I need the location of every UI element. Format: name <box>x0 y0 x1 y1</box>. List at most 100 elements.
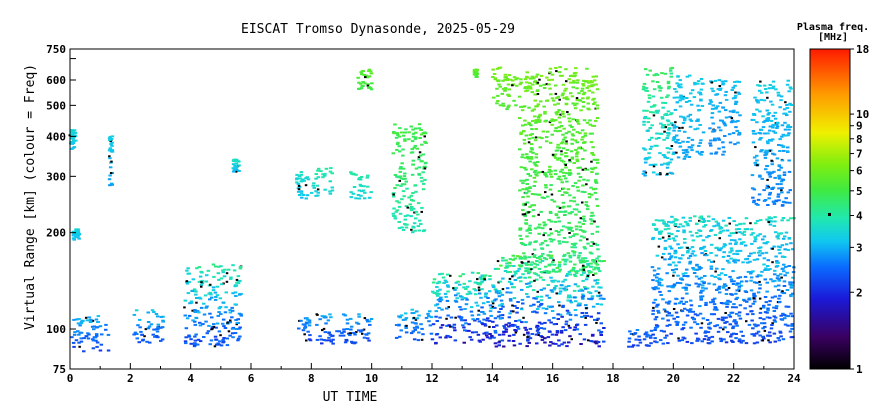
data-point <box>566 252 571 255</box>
data-point <box>760 252 765 255</box>
data-point <box>778 273 783 276</box>
data-point <box>219 334 222 337</box>
data-point <box>481 311 485 313</box>
data-point <box>770 324 774 326</box>
data-point <box>235 281 239 284</box>
data-point <box>201 323 205 326</box>
data-point <box>758 334 762 337</box>
data-point <box>582 220 587 222</box>
data-point <box>437 281 441 284</box>
data-point <box>521 196 525 199</box>
data-point <box>363 82 367 85</box>
data-point <box>742 222 746 225</box>
data-point <box>711 122 715 125</box>
data-point <box>642 120 646 123</box>
data-point <box>502 345 506 348</box>
data-point <box>575 99 579 102</box>
data-point <box>434 304 438 307</box>
data-point <box>458 295 463 298</box>
data-point <box>710 116 714 119</box>
data-point <box>744 342 749 345</box>
data-point <box>208 298 212 301</box>
data-point <box>689 146 693 149</box>
data-point <box>726 299 730 302</box>
data-point <box>688 230 693 233</box>
data-point <box>549 232 554 235</box>
data-point <box>776 91 780 94</box>
data-point <box>511 304 514 307</box>
data-point <box>331 342 335 345</box>
data-point <box>369 72 374 75</box>
data-point <box>771 130 776 133</box>
data-point <box>567 205 572 208</box>
data-point <box>233 158 237 161</box>
data-point <box>781 217 786 219</box>
data-point <box>542 327 547 330</box>
data-point <box>644 87 649 90</box>
data-point <box>787 132 791 135</box>
data-point <box>772 332 777 335</box>
data-point <box>525 345 529 348</box>
data-point <box>773 111 777 114</box>
data-point <box>550 333 555 336</box>
data-point <box>559 178 563 181</box>
data-point <box>508 264 512 267</box>
data-point <box>521 182 525 185</box>
data-point <box>154 313 159 315</box>
data-point <box>503 326 507 329</box>
data-point <box>653 163 658 166</box>
data-point <box>491 305 495 308</box>
data-point <box>307 324 312 327</box>
data-point <box>480 274 484 277</box>
data-point <box>728 141 733 144</box>
data-point <box>724 312 727 314</box>
data-point <box>586 96 590 99</box>
data-point <box>699 289 704 292</box>
data-point <box>594 340 599 343</box>
data-point <box>728 275 732 278</box>
data-point <box>666 94 670 97</box>
data-point <box>542 287 546 290</box>
data-point <box>676 156 681 159</box>
data-point <box>647 94 652 97</box>
data-point <box>367 68 372 71</box>
data-point <box>507 95 511 97</box>
data-point <box>642 82 647 85</box>
data-point <box>343 314 348 317</box>
data-point <box>443 279 448 282</box>
data-point <box>70 147 74 150</box>
data-point <box>688 262 692 265</box>
data-point <box>530 204 534 207</box>
data-point <box>678 99 682 102</box>
data-point <box>72 136 76 139</box>
data-point <box>651 95 656 98</box>
data-point <box>512 265 516 267</box>
data-point <box>768 125 773 128</box>
data-point <box>582 270 586 273</box>
data-point <box>95 326 100 329</box>
data-point <box>572 273 577 276</box>
data-point <box>668 161 672 164</box>
data-point <box>591 168 595 171</box>
data-point <box>751 313 755 316</box>
data-point <box>86 337 91 340</box>
data-point <box>71 141 75 144</box>
data-point <box>95 345 99 348</box>
data-point <box>559 113 562 116</box>
data-point <box>419 176 424 179</box>
data-point <box>489 314 493 317</box>
data-point <box>708 301 713 304</box>
data-point <box>306 178 311 181</box>
data-point <box>751 302 755 305</box>
data-point <box>777 277 781 280</box>
data-point <box>297 327 301 330</box>
data-point <box>403 172 407 175</box>
data-point <box>586 102 590 105</box>
data-point <box>499 264 503 267</box>
data-point <box>685 222 690 225</box>
data-point <box>449 316 454 319</box>
data-point <box>197 311 201 314</box>
data-point <box>536 93 540 95</box>
data-point <box>671 153 676 156</box>
data-point <box>548 121 552 124</box>
